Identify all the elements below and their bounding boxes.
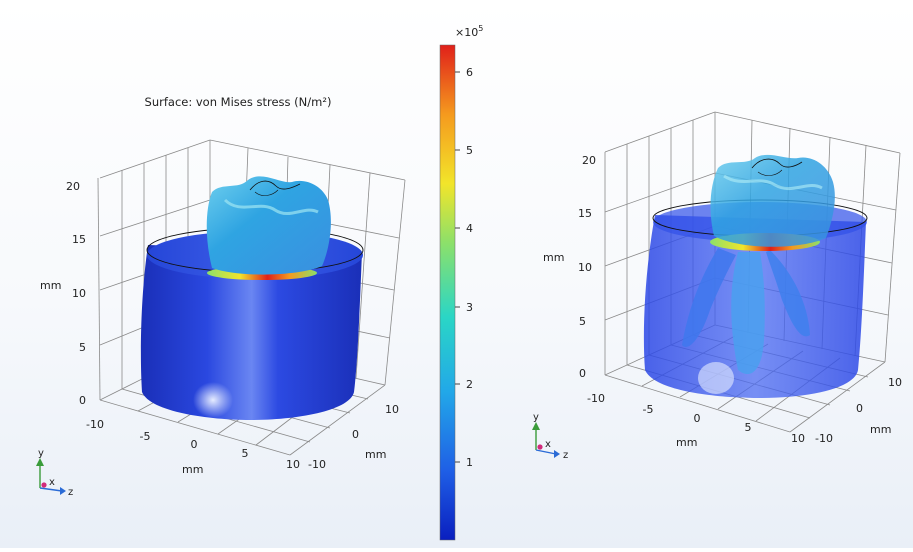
right-y-ticks: 20 15 10 5 0: [578, 154, 596, 380]
triad-x-label: x: [545, 439, 551, 450]
right-y-tick: 0: [579, 367, 586, 380]
left-y-axis-label: mm: [40, 279, 61, 292]
right-y-tick: 10: [578, 261, 592, 274]
left-y-ticks: 20 15 10 5 0: [66, 180, 86, 407]
triad-y-label: y: [38, 448, 44, 459]
colorbar-gradient: [439, 44, 456, 541]
colorbar-tick: 3: [466, 301, 473, 314]
left-z-axis-label: mm: [365, 448, 386, 461]
left-x-tick: 5: [242, 447, 249, 460]
left-y-tick: 20: [66, 180, 80, 193]
left-y-tick: 15: [72, 233, 86, 246]
right-view: 20 15 10 5 0 mm -10 -5 0 5 10 mm 10 0 -1…: [532, 111, 902, 461]
colorbar-tick: 2: [466, 378, 473, 391]
left-z-tick: 10: [385, 403, 399, 416]
right-z-axis-label: mm: [870, 423, 891, 436]
right-tooth-roots: [682, 248, 810, 375]
right-y-tick: 5: [579, 315, 586, 328]
left-y-tick: 5: [79, 341, 86, 354]
left-x-tick: 10: [286, 458, 300, 471]
colorbar-tick: 1: [466, 456, 473, 469]
right-x-tick: 10: [791, 432, 805, 445]
colorbar-tick: 4: [466, 222, 473, 235]
right-y-axis-label: mm: [543, 251, 564, 264]
right-z-ticks: 10 0 -10: [815, 376, 902, 445]
right-tooth-crown: [710, 154, 835, 251]
left-x-tick: -10: [86, 418, 104, 431]
left-z-tick: 0: [352, 428, 359, 441]
left-y-tick: 0: [79, 394, 86, 407]
left-x-tick: 0: [191, 438, 198, 451]
right-x-tick: -5: [643, 403, 654, 416]
left-x-ticks: -10 -5 0 5 10: [86, 418, 300, 471]
left-z-ticks: 10 0 -10: [308, 403, 399, 471]
colorbar-tick: 6: [466, 66, 473, 79]
triad-x-label: x: [49, 477, 55, 488]
triad-y-label: y: [533, 412, 539, 423]
right-y-tick: 15: [578, 207, 592, 220]
right-x-ticks: -10 -5 0 5 10: [587, 392, 805, 445]
right-x-tick: 0: [694, 412, 701, 425]
right-z-tick: 0: [856, 402, 863, 415]
colorbar-ticks: 6 5 4 3 2 1: [455, 66, 473, 469]
left-view: 20 15 10 5 0 mm -10 -5 0 5 10 mm 10 0 -1…: [36, 95, 406, 498]
left-x-axis-label: mm: [182, 463, 203, 476]
right-z-tick: -10: [815, 432, 833, 445]
left-z-tick: -10: [308, 458, 326, 471]
right-x-tick: 5: [745, 421, 752, 434]
left-axis-triad: y x z: [36, 448, 73, 498]
right-z-tick: 10: [888, 376, 902, 389]
colorbar-multiplier: ×105: [455, 24, 483, 39]
plot-title: Surface: von Mises stress (N/m²): [145, 95, 332, 109]
left-tooth-crown: [206, 176, 331, 280]
right-y-tick: 20: [582, 154, 596, 167]
triad-z-label: z: [563, 450, 568, 461]
right-axis-triad: y x z: [532, 412, 568, 461]
left-x-tick: -5: [140, 430, 151, 443]
right-x-tick: -10: [587, 392, 605, 405]
colorbar: ×105 6 5 4 3 2 1: [439, 24, 483, 541]
colorbar-tick: 5: [466, 144, 473, 157]
left-y-tick: 10: [72, 287, 86, 300]
right-x-axis-label: mm: [676, 436, 697, 449]
triad-z-label: z: [68, 487, 73, 498]
